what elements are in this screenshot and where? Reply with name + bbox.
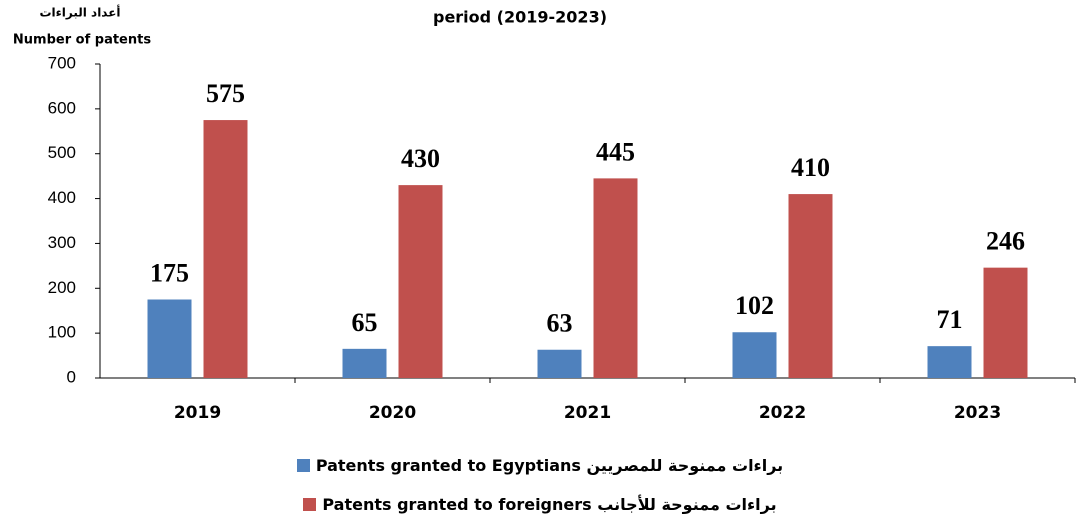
value-label: 65 bbox=[352, 308, 378, 337]
y-tick-label: 0 bbox=[67, 367, 76, 386]
legend-label: براءات ممنوحة للأجانب Patents granted to… bbox=[322, 495, 777, 514]
value-label: 575 bbox=[206, 79, 245, 108]
y-tick-label: 100 bbox=[48, 323, 76, 342]
value-label: 175 bbox=[150, 258, 189, 287]
y-tick-label: 400 bbox=[48, 188, 76, 207]
x-tick-label: 2020 bbox=[369, 403, 416, 423]
bar bbox=[927, 346, 972, 378]
bar bbox=[147, 299, 192, 378]
legend-swatch bbox=[296, 459, 310, 472]
x-tick-label: 2019 bbox=[174, 403, 221, 423]
bar bbox=[593, 178, 638, 378]
bar bbox=[732, 332, 777, 378]
y-axis-label: Number of patents bbox=[13, 33, 151, 48]
value-label: 71 bbox=[937, 305, 963, 334]
y-tick-label: 500 bbox=[48, 143, 76, 162]
bar bbox=[203, 120, 248, 379]
y-tick-label: 700 bbox=[48, 53, 76, 72]
value-label: 445 bbox=[596, 137, 635, 166]
value-label: 63 bbox=[547, 309, 573, 338]
bar bbox=[983, 267, 1028, 378]
y-tick-label: 300 bbox=[48, 233, 76, 252]
chart-title: period (2019-2023) bbox=[433, 8, 607, 27]
value-label: 246 bbox=[986, 227, 1025, 256]
x-tick-label: 2023 bbox=[954, 403, 1001, 423]
bar bbox=[788, 194, 833, 378]
x-tick-label: 2022 bbox=[759, 403, 806, 423]
y-tick-label: 200 bbox=[48, 278, 76, 297]
legend-entry: براءات ممنوحة للأجانب Patents granted to… bbox=[0, 495, 1080, 514]
value-label: 410 bbox=[791, 153, 830, 182]
legend-label: براءات ممنوحة للمصريين Patents granted t… bbox=[315, 456, 784, 475]
legend-entry: براءات ممنوحة للمصريين Patents granted t… bbox=[0, 456, 1080, 475]
y-tick-label: 600 bbox=[48, 98, 76, 117]
value-label: 430 bbox=[401, 144, 440, 173]
bar bbox=[398, 185, 443, 378]
value-label: 102 bbox=[735, 291, 774, 320]
bar bbox=[342, 348, 387, 378]
y-axis-label: أعداد البراءات bbox=[39, 5, 120, 20]
x-tick-label: 2021 bbox=[564, 403, 611, 423]
bar bbox=[537, 349, 582, 378]
legend-swatch bbox=[303, 498, 317, 511]
